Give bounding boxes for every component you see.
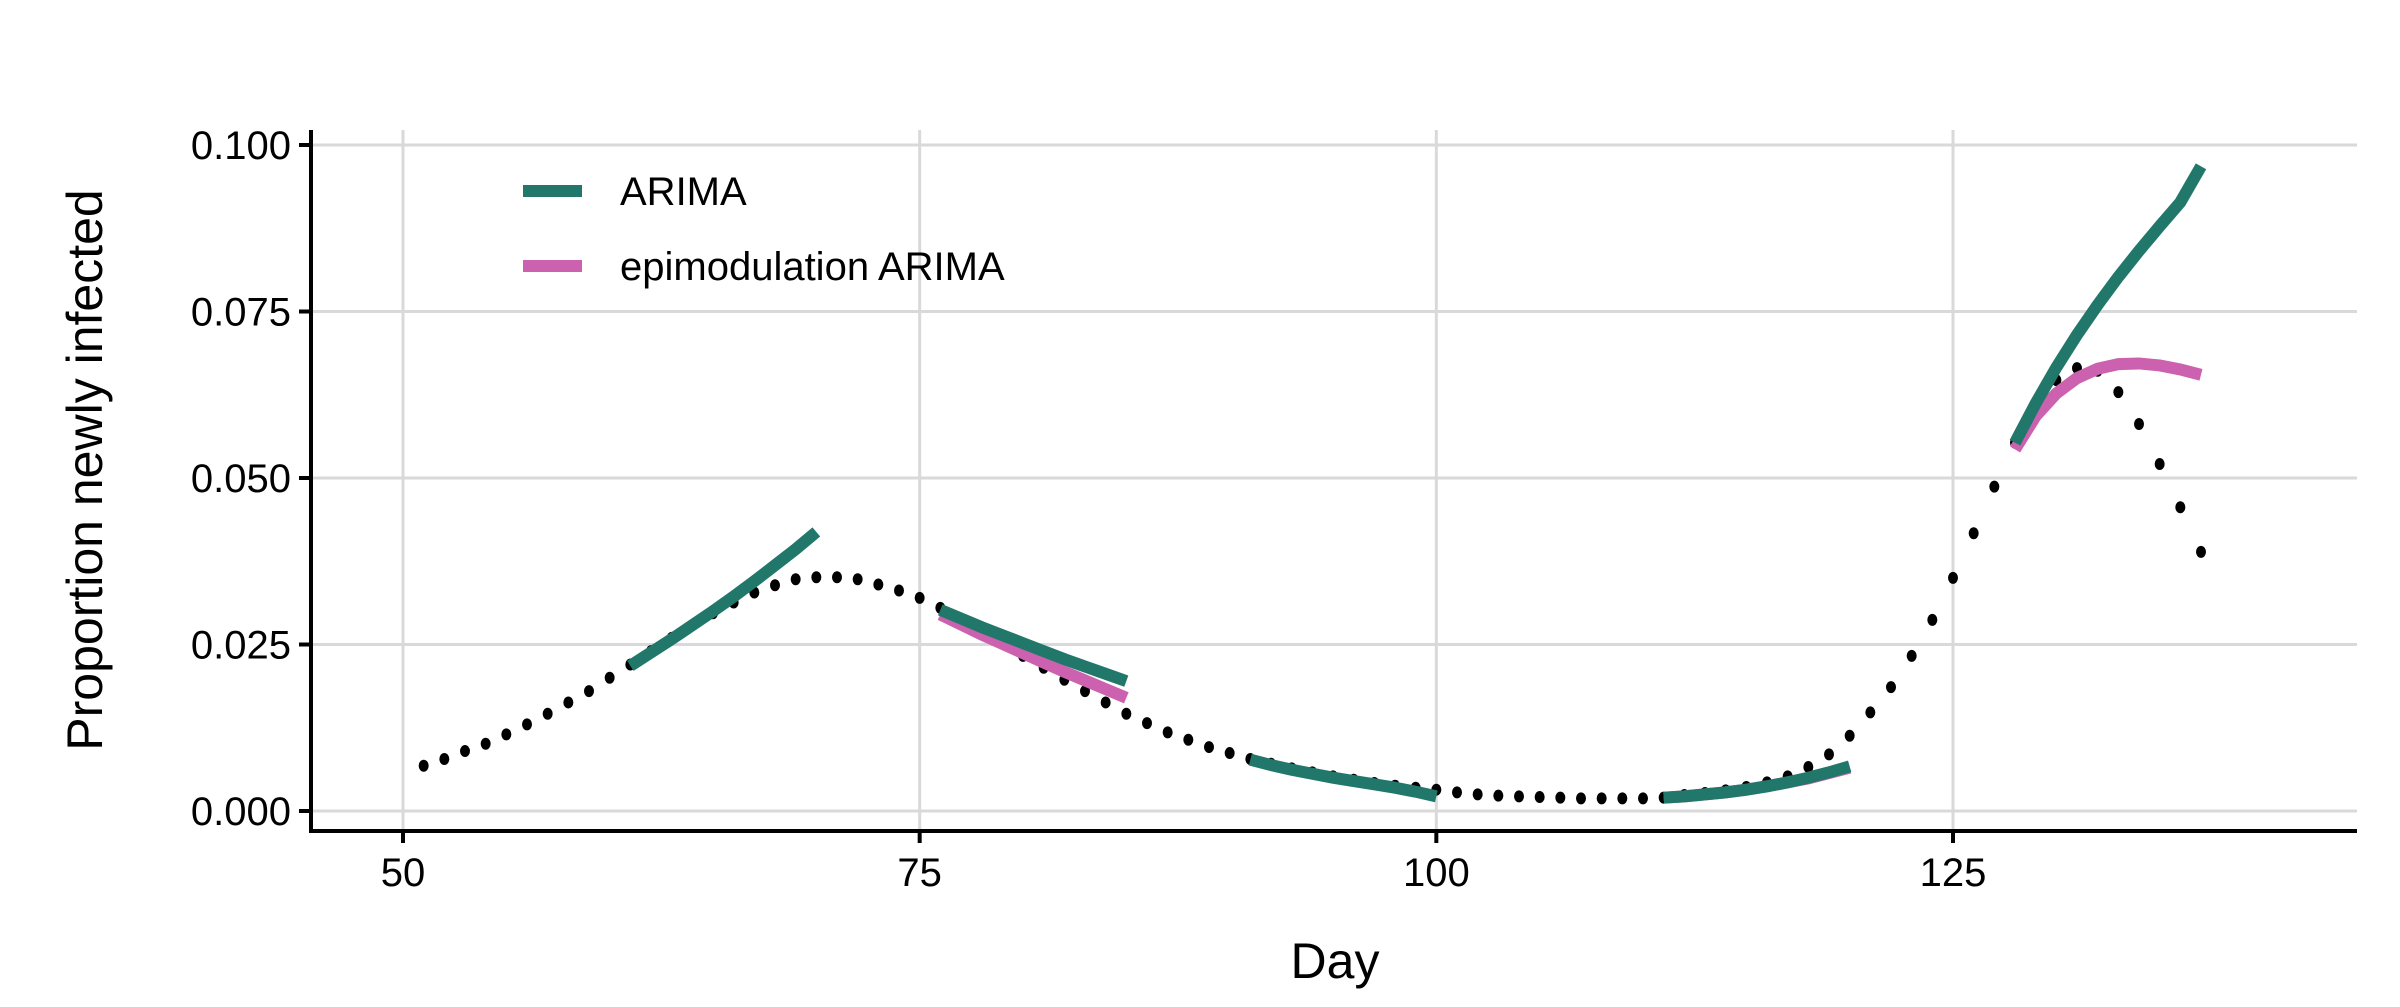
observed-point <box>584 685 594 698</box>
observed-point <box>2196 545 2206 558</box>
y-tick-label: 0.025 <box>191 624 291 668</box>
observed-point <box>894 584 904 597</box>
x-tick-label: 125 <box>1920 851 1987 895</box>
x-tick-label: 75 <box>897 851 942 895</box>
observed-point <box>1989 480 2000 493</box>
legend-label-arima: ARIMA <box>620 170 747 214</box>
observed-point <box>1555 791 1566 804</box>
observed-point <box>1452 786 1462 799</box>
epimodulation-arima-forecast-line <box>937 609 1129 704</box>
y-axis-title: Proportion newly infected <box>57 189 113 750</box>
observed-point <box>604 671 615 684</box>
epimodulation-arima-forecast-line <box>2009 357 2203 453</box>
observed-point <box>439 753 450 766</box>
observed-points <box>418 362 2206 805</box>
observed-point <box>1824 748 1834 761</box>
tick-labels: 50 75 100 125 0.000 0.025 0.050 0.075 0.100 <box>191 124 1986 895</box>
observed-point <box>2113 386 2124 399</box>
observed-point <box>542 707 553 720</box>
observed-point <box>1224 747 1235 760</box>
arima-forecast-line <box>627 527 821 671</box>
observed-point <box>1100 696 1111 709</box>
legend: ARIMA epimodulation ARIMA <box>523 170 1005 289</box>
x-axis-title: Day <box>1291 933 1380 989</box>
observed-point <box>1617 792 1628 805</box>
observed-point <box>1080 685 1090 698</box>
observed-point <box>1204 741 1214 754</box>
observed-point <box>1472 788 1483 801</box>
observed-point <box>770 579 780 592</box>
observed-point <box>1142 717 1152 730</box>
y-tick-label: 0.100 <box>191 124 291 168</box>
observed-point <box>1596 792 1607 805</box>
observed-point <box>1968 527 1979 540</box>
observed-point <box>1183 733 1194 746</box>
observed-point <box>790 573 801 586</box>
observed-point <box>480 737 491 750</box>
observed-point <box>1948 571 1958 584</box>
x-tick-label: 50 <box>381 851 426 895</box>
arima-forecast-line <box>1248 753 1438 803</box>
observed-point <box>522 718 532 731</box>
observed-point <box>1638 792 1648 805</box>
observed-point <box>563 696 574 709</box>
observed-point <box>852 573 863 586</box>
observed-point <box>2134 418 2144 431</box>
observed-point <box>873 578 884 591</box>
observed-point <box>1886 681 1896 694</box>
observed-point <box>2154 458 2165 471</box>
arima-forecast-line <box>2009 163 2207 446</box>
observed-point <box>1493 789 1504 802</box>
x-tick-label: 100 <box>1403 851 1470 895</box>
observed-point <box>1121 707 1132 720</box>
observed-point <box>1803 761 1814 774</box>
arima-forecast-line <box>1663 760 1852 804</box>
observed-point <box>418 759 429 772</box>
observed-point <box>2175 501 2186 514</box>
observed-point <box>1865 706 1876 719</box>
observed-point <box>1576 792 1586 805</box>
observed-point <box>1844 729 1855 742</box>
observed-point <box>811 571 822 584</box>
y-tick-label: 0.000 <box>191 790 291 834</box>
observed-point <box>1927 613 1938 626</box>
observed-point <box>1514 790 1524 803</box>
observed-point <box>914 591 925 604</box>
observed-point <box>832 571 842 584</box>
arima-forecast-line <box>938 604 1129 687</box>
observed-point <box>1906 649 1917 662</box>
observed-point <box>1534 791 1545 804</box>
grid <box>311 130 2357 831</box>
y-tick-label: 0.075 <box>191 291 291 335</box>
forecast-series <box>627 163 2207 804</box>
observed-point <box>460 745 470 758</box>
y-tick-label: 0.050 <box>191 457 291 501</box>
legend-label-epimodulation-arima: epimodulation ARIMA <box>620 245 1005 289</box>
observed-point <box>1162 726 1173 739</box>
axes <box>299 130 2357 843</box>
observed-point <box>501 728 512 741</box>
